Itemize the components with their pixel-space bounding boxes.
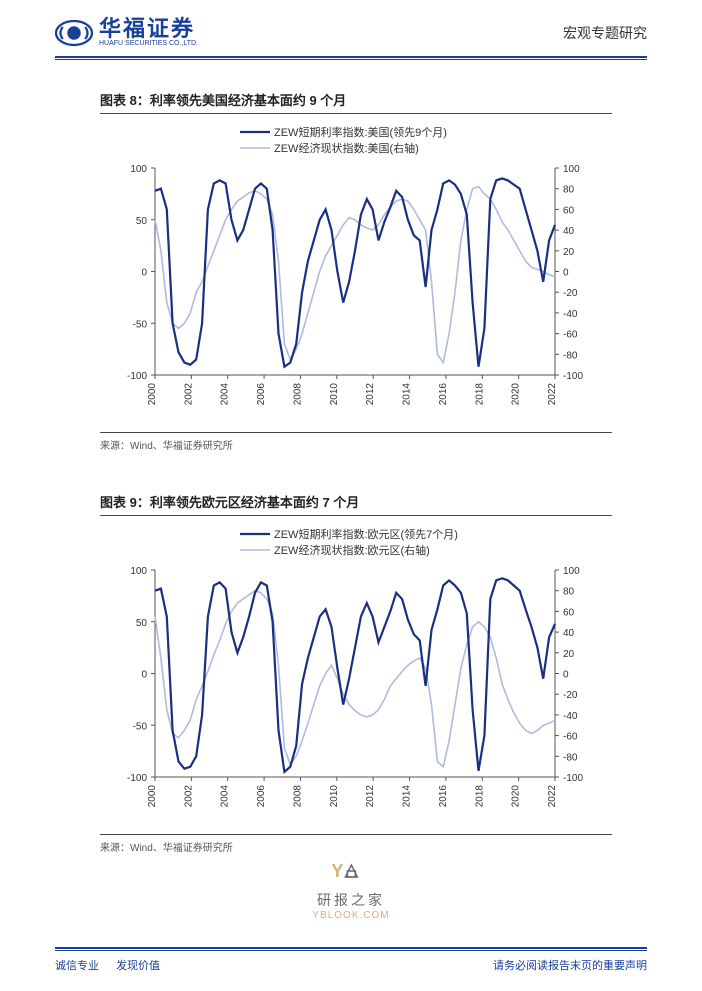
footer-tagline-1: 诚信专业 — [55, 960, 99, 972]
svg-text:2022: 2022 — [547, 785, 558, 808]
svg-text:-40: -40 — [563, 309, 578, 320]
svg-text:2008: 2008 — [292, 785, 303, 808]
svg-text:0: 0 — [563, 670, 569, 681]
svg-text:-100: -100 — [563, 773, 583, 784]
svg-text:-100: -100 — [127, 371, 147, 382]
svg-text:2012: 2012 — [365, 383, 376, 406]
svg-text:-80: -80 — [563, 753, 578, 764]
svg-text:2012: 2012 — [365, 785, 376, 808]
svg-text:0: 0 — [563, 268, 569, 279]
chart-8-canvas: ZEW短期利率指数:美国(领先9个月) ZEW经济现状指数:美国(右轴) -100 -… — [100, 120, 610, 430]
svg-text:2004: 2004 — [220, 383, 231, 406]
svg-text:-20: -20 — [563, 289, 578, 300]
svg-text:60: 60 — [563, 608, 575, 619]
svg-text:-50: -50 — [133, 722, 148, 733]
svg-text:2004: 2004 — [220, 785, 231, 808]
svg-text:ZEW短期利率指数:美国(领先9个月): ZEW短期利率指数:美国(领先9个月) — [274, 125, 447, 139]
watermark-icon: Y — [331, 857, 371, 885]
svg-text:2020: 2020 — [511, 785, 522, 808]
svg-text:2008: 2008 — [292, 383, 303, 406]
svg-text:20: 20 — [563, 649, 575, 660]
svg-text:2014: 2014 — [402, 383, 413, 406]
main-content: 图表 8：利率领先美国经济基本面约 9 个月 ZEW短期利率指数:美国(领先9个… — [0, 60, 702, 854]
svg-text:50: 50 — [136, 216, 148, 227]
svg-text:ZEW短期利率指数:欧元区(领先7个月): ZEW短期利率指数:欧元区(领先7个月) — [274, 527, 458, 541]
footer-left: 诚信专业 发现价值 — [55, 957, 174, 973]
svg-text:2020: 2020 — [511, 383, 522, 406]
svg-text:100: 100 — [563, 566, 580, 577]
svg-text:100: 100 — [130, 566, 147, 577]
svg-text:Y: Y — [331, 861, 343, 881]
svg-text:2018: 2018 — [474, 383, 485, 406]
svg-text:2002: 2002 — [183, 785, 194, 808]
svg-text:2018: 2018 — [474, 785, 485, 808]
company-name-cn: 华福证券 — [99, 18, 198, 40]
chart-9-title: 图表 9：利率领先欧元区经济基本面约 7 个月 — [100, 492, 612, 516]
svg-text:2010: 2010 — [329, 785, 340, 808]
footer-rule — [55, 947, 647, 951]
chart-9-canvas: ZEW短期利率指数:欧元区(领先7个月) ZEW经济现状指数:欧元区(右轴) -10… — [100, 522, 610, 832]
chart-8-title: 图表 8：利率领先美国经济基本面约 9 个月 — [100, 90, 612, 114]
svg-text:40: 40 — [563, 226, 575, 237]
svg-text:80: 80 — [563, 185, 575, 196]
svg-text:2006: 2006 — [256, 785, 267, 808]
page-footer: 诚信专业 发现价值 请务必阅读报告末页的重要声明 — [0, 947, 702, 991]
svg-text:0: 0 — [141, 670, 147, 681]
svg-text:20: 20 — [563, 247, 575, 258]
svg-text:-50: -50 — [133, 320, 148, 331]
svg-text:-60: -60 — [563, 330, 578, 341]
company-logo: 华福证券 HUAFU SECURITIES CO.,LTD. — [55, 18, 198, 48]
svg-text:-60: -60 — [563, 732, 578, 743]
chart-9-block: 图表 9：利率领先欧元区经济基本面约 7 个月 ZEW短期利率指数:欧元区(领先… — [100, 492, 612, 854]
watermark-text: 研报之家 — [312, 890, 389, 910]
svg-text:2016: 2016 — [438, 383, 449, 406]
svg-text:-20: -20 — [563, 691, 578, 702]
svg-text:50: 50 — [136, 618, 148, 629]
chart-8-source: 来源：Wind、华福证券研究所 — [100, 432, 612, 452]
svg-text:2000: 2000 — [147, 785, 158, 808]
svg-text:2000: 2000 — [147, 383, 158, 406]
svg-text:2002: 2002 — [183, 383, 194, 406]
svg-text:ZEW经济现状指数:欧元区(右轴): ZEW经济现状指数:欧元区(右轴) — [274, 543, 430, 557]
svg-text:100: 100 — [563, 164, 580, 175]
company-name-en: HUAFU SECURITIES CO.,LTD. — [99, 40, 198, 48]
svg-text:80: 80 — [563, 587, 575, 598]
svg-text:-100: -100 — [127, 773, 147, 784]
watermark: Y 研报之家 YBLOOK.COM — [312, 857, 389, 921]
chart-9-source: 来源：Wind、华福证券研究所 — [100, 834, 612, 854]
svg-text:2006: 2006 — [256, 383, 267, 406]
svg-text:2014: 2014 — [402, 785, 413, 808]
watermark-url: YBLOOK.COM — [312, 910, 389, 921]
svg-text:0: 0 — [141, 268, 147, 279]
svg-text:60: 60 — [563, 206, 575, 217]
svg-text:100: 100 — [130, 164, 147, 175]
logo-icon — [55, 18, 93, 48]
svg-text:-100: -100 — [563, 371, 583, 382]
svg-text:ZEW经济现状指数:美国(右轴): ZEW经济现状指数:美国(右轴) — [274, 141, 419, 155]
footer-tagline-2: 发现价值 — [116, 960, 160, 972]
footer-disclaimer: 请务必阅读报告末页的重要声明 — [493, 957, 647, 973]
page-header: 华福证券 HUAFU SECURITIES CO.,LTD. 宏观专题研究 — [0, 0, 702, 56]
svg-text:2022: 2022 — [547, 383, 558, 406]
svg-text:40: 40 — [563, 628, 575, 639]
chart-8-block: 图表 8：利率领先美国经济基本面约 9 个月 ZEW短期利率指数:美国(领先9个… — [100, 90, 612, 452]
svg-text:2010: 2010 — [329, 383, 340, 406]
svg-text:-40: -40 — [563, 711, 578, 722]
svg-text:-80: -80 — [563, 351, 578, 362]
report-category: 宏观专题研究 — [563, 23, 647, 43]
svg-text:2016: 2016 — [438, 785, 449, 808]
